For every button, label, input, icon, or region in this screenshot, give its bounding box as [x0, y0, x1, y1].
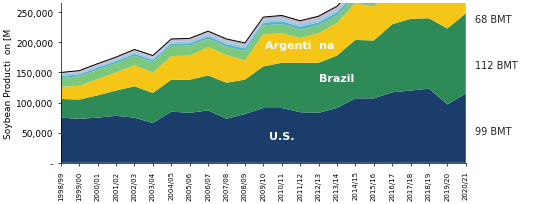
Text: 99 BMT: 99 BMT [475, 127, 511, 137]
Text: Argenti  na: Argenti na [265, 41, 335, 51]
Y-axis label: Soybean Producti  on [M: Soybean Producti on [M [4, 29, 13, 139]
Text: 68 BMT: 68 BMT [475, 15, 511, 25]
Text: Brazil: Brazil [319, 74, 355, 84]
Text: U.S.: U.S. [269, 132, 294, 142]
Text: 112 BMT: 112 BMT [475, 60, 518, 70]
